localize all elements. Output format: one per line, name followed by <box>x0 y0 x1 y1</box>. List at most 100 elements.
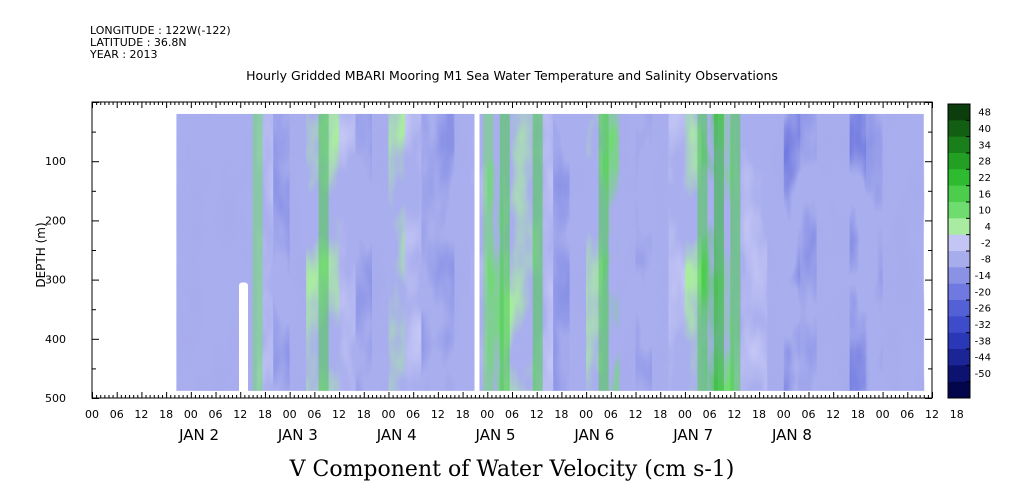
x-day-label: JAN 8 <box>771 426 812 444</box>
x-tick-label: 00 <box>381 408 395 421</box>
colorbar-label: -2 <box>981 238 991 249</box>
heatmap-cell <box>176 113 192 391</box>
chart-title: Hourly Gridded MBARI Mooring M1 Sea Wate… <box>246 68 778 83</box>
x-axis: 00 06 12 18 00 06 12 18 00 06 12 18 00 06 12 18 00 06 12 18… <box>85 102 964 444</box>
heatmap-cell <box>355 113 373 391</box>
heatmap-cell <box>833 113 851 391</box>
heatmap-field <box>92 102 932 398</box>
y-tick-label: 500 <box>45 392 66 405</box>
colorbar-swatch <box>948 136 970 154</box>
x-tick-label: 18 <box>357 408 371 421</box>
colorbar-swatch <box>948 120 970 137</box>
x-tick-label: 00 <box>876 408 890 421</box>
heatmap-cell <box>404 113 422 391</box>
colorbar-label: -44 <box>975 353 991 364</box>
x-tick-label: 00 <box>777 408 791 421</box>
heatmap-cell <box>289 113 307 391</box>
x-tick-label: 06 <box>604 408 618 421</box>
heatmap-cell <box>652 113 669 391</box>
colorbar-swatch <box>948 365 970 382</box>
x-tick-label: 12 <box>233 408 247 421</box>
heatmap-streak <box>697 113 708 391</box>
heatmap-streak <box>713 113 724 391</box>
heatmap-cell <box>866 113 884 391</box>
x-day-label: JAN 3 <box>277 426 318 444</box>
x-tick-label: 12 <box>629 408 643 421</box>
x-tick-label: 18 <box>554 408 568 421</box>
x-tick-label: 00 <box>480 408 494 421</box>
data-gap <box>239 282 248 395</box>
colorbar-label: 34 <box>978 140 991 151</box>
colorbar-swatch <box>948 381 970 399</box>
colorbar-label: -38 <box>975 336 991 347</box>
colorbar-label: -26 <box>975 304 991 315</box>
colorbar-swatch <box>948 169 970 186</box>
latitude-label: LATITUDE : 36.8N <box>90 36 187 49</box>
colorbar-swatch <box>948 218 970 235</box>
x-tick-label: 06 <box>406 408 420 421</box>
x-tick-label: 06 <box>505 408 519 421</box>
heatmap-cell <box>668 113 686 391</box>
x-tick-label: 12 <box>727 408 741 421</box>
heatmap-cell <box>223 113 241 391</box>
heatmap-cell <box>454 113 472 391</box>
heatmap-cell <box>750 113 768 391</box>
y-tick-label: 100 <box>45 155 66 168</box>
colorbar-swatch <box>948 153 970 170</box>
x-tick-label: 06 <box>110 408 124 421</box>
heatmap-cell <box>882 113 900 391</box>
x-tick-label: 18 <box>258 408 272 421</box>
heatmap-cell <box>569 113 587 391</box>
heatmap-streak <box>252 113 263 391</box>
colorbar-swatch <box>948 267 970 284</box>
x-axis-label: V Component of Water Velocity (cm s-1) <box>289 457 735 482</box>
x-tick-label: 18 <box>653 408 667 421</box>
y-axis-label: DEPTH (m) <box>34 222 48 287</box>
heatmap-cell <box>339 113 357 391</box>
x-tick-label: 12 <box>826 408 840 421</box>
colorbar-label: 16 <box>978 189 991 200</box>
x-tick-label: 06 <box>703 408 717 421</box>
colorbar-swatch <box>948 202 970 219</box>
colorbar-swatch <box>948 104 970 121</box>
x-tick-label: 00 <box>678 408 692 421</box>
x-tick-label: 00 <box>184 408 198 421</box>
colorbar-label: 4 <box>985 222 991 233</box>
heatmap-cell <box>767 113 785 391</box>
colorbar-swatch <box>948 300 970 317</box>
x-day-label: JAN 5 <box>475 426 516 444</box>
heatmap-cell <box>816 113 834 391</box>
colorbar-label: -50 <box>975 369 991 380</box>
heatmap-cell <box>899 113 925 391</box>
colorbar-swatch <box>948 283 970 301</box>
colorbar-label: -14 <box>975 271 991 282</box>
x-tick-label: 12 <box>134 408 148 421</box>
y-axis: 100 200 300 400 500 <box>45 102 932 405</box>
x-tick-label: 18 <box>851 408 865 421</box>
colorbar-swatch <box>948 316 970 333</box>
y-tick-label: 300 <box>45 274 66 287</box>
colorbar-label: -8 <box>981 255 991 266</box>
heatmap-cell <box>553 113 571 391</box>
heatmap-streak <box>598 113 609 391</box>
colorbar: 48 40 34 28 22 16 10 4 -2 -8 -14 -20 -26 -32 -38 -44 -50 <box>947 103 991 399</box>
x-tick-label: 06 <box>801 408 815 421</box>
colorbar-swatch <box>948 251 970 268</box>
heatmap-streak <box>532 113 543 391</box>
heatmap-cell <box>207 113 225 391</box>
colorbar-label: 48 <box>978 108 991 119</box>
heatmap-streak <box>730 113 741 391</box>
data-gap <box>474 102 480 398</box>
colorbar-label: -20 <box>975 287 991 298</box>
x-day-label: JAN 7 <box>672 426 713 444</box>
heatmap-cell <box>635 113 653 391</box>
x-tick-label: 18 <box>456 408 470 421</box>
colorbar-swatch <box>948 349 970 366</box>
heatmap-streak <box>483 113 494 391</box>
x-tick-label: 00 <box>85 408 99 421</box>
x-tick-label: 12 <box>431 408 445 421</box>
heatmap-cell <box>372 113 389 391</box>
colorbar-label: 10 <box>978 206 991 217</box>
x-tick-label: 00 <box>579 408 593 421</box>
